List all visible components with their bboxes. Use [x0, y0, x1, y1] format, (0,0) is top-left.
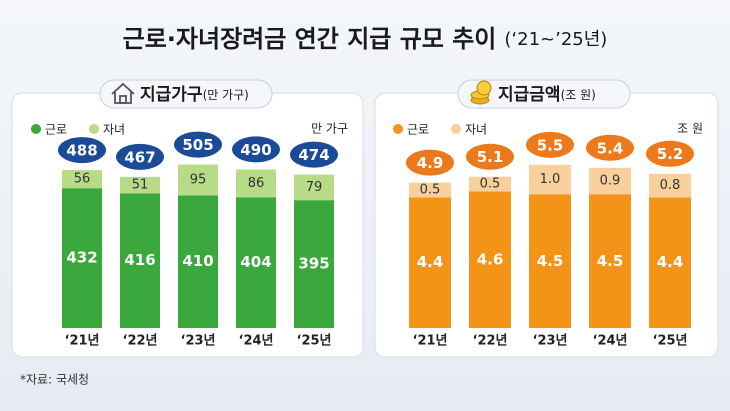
panel-header — [457, 79, 631, 109]
total-label: 5.1 — [477, 148, 504, 166]
bar-segment — [62, 170, 102, 189]
total-bubble — [466, 143, 514, 170]
legend-label: 근로 — [45, 123, 67, 137]
x-tick-label: ‘21년 — [65, 334, 100, 349]
bar-segment — [178, 195, 218, 328]
title-sub: (‘21~’25년) — [504, 29, 607, 50]
x-tick-label: ‘25년 — [653, 334, 688, 349]
legend-label: 자녀 — [465, 123, 487, 137]
value-label: 4.4 — [657, 253, 684, 271]
value-label: 79 — [306, 180, 323, 195]
x-tick-label: ‘25년 — [297, 334, 332, 349]
legend-swatch — [451, 124, 461, 134]
total-label: 474 — [298, 146, 329, 164]
total-bubble — [174, 131, 222, 158]
x-tick-label: ‘23년 — [533, 334, 568, 349]
total-bubble — [58, 137, 106, 164]
bar-segment — [294, 174, 334, 201]
coin-icon — [470, 80, 492, 105]
bar-segment — [178, 164, 218, 196]
value-label: 4.5 — [537, 252, 564, 270]
x-tick-label: ‘24년 — [239, 334, 274, 349]
value-label: 1.0 — [540, 172, 561, 187]
title-main: 근로·자녀장려금 연간 지급 규모 추이 — [123, 25, 497, 53]
bar-segment — [236, 169, 276, 198]
value-label: 404 — [240, 253, 271, 271]
x-tick-label: ‘24년 — [593, 334, 628, 349]
value-label: 410 — [182, 252, 213, 270]
value-label: 4.4 — [417, 253, 444, 271]
chart-title-unit: (만 가구) — [203, 88, 249, 102]
bar-segment — [529, 194, 571, 328]
total-label: 505 — [182, 136, 213, 154]
house-icon — [111, 82, 135, 104]
x-tick-label: ‘21년 — [413, 334, 448, 349]
legend-label: 자녀 — [103, 123, 125, 137]
bar-segment — [649, 197, 691, 328]
bar-segment — [529, 164, 571, 195]
value-label: 95 — [190, 172, 207, 187]
total-bubble — [290, 141, 338, 168]
bar-segment — [469, 191, 511, 328]
chart-title: 지급금액(조 원) — [498, 85, 596, 105]
total-label: 5.5 — [537, 136, 564, 154]
chart-title-main: 지급금액 — [498, 85, 561, 105]
total-label: 488 — [66, 142, 97, 160]
bar-segment — [589, 194, 631, 328]
bar-segment — [409, 182, 451, 198]
chart-title-unit: (조 원) — [561, 88, 596, 102]
total-label: 4.9 — [417, 154, 444, 172]
value-label: 0.5 — [480, 177, 501, 192]
bar-segment — [62, 188, 102, 328]
legend-swatch — [89, 124, 99, 134]
bar-segment — [294, 200, 334, 328]
value-label: 0.5 — [420, 183, 441, 198]
legend-swatch — [393, 124, 403, 134]
value-label: 56 — [74, 172, 91, 187]
total-bubble — [116, 143, 164, 170]
total-bubble — [232, 136, 280, 163]
bar-segment — [120, 193, 160, 328]
panel-header — [99, 79, 273, 109]
bar-segment — [120, 176, 160, 194]
legend-label: 근로 — [407, 123, 429, 137]
value-label: 0.9 — [600, 174, 621, 189]
total-label: 5.4 — [597, 139, 624, 157]
chart-title-main: 지급가구 — [140, 85, 203, 105]
bar-segment — [469, 176, 511, 192]
total-bubble — [646, 140, 694, 167]
source-note: *자료: 국세청 — [20, 373, 89, 387]
value-label: 432 — [66, 249, 97, 267]
bar-segment — [649, 173, 691, 198]
value-label: 86 — [248, 176, 265, 191]
value-label: 0.8 — [660, 178, 681, 193]
total-bubble — [526, 131, 574, 158]
value-label: 416 — [124, 251, 155, 269]
value-label: 4.6 — [477, 250, 504, 268]
value-label: 51 — [132, 178, 149, 193]
chart-title: 지급가구(만 가구) — [140, 85, 249, 105]
unit-label: 만 가구 — [311, 122, 348, 136]
bar-segment — [409, 197, 451, 328]
total-label: 467 — [124, 148, 155, 166]
total-label: 5.2 — [657, 145, 684, 163]
x-tick-label: ‘22년 — [123, 334, 158, 349]
total-bubble — [406, 149, 454, 176]
bar-segment — [236, 197, 276, 328]
x-tick-label: ‘23년 — [181, 334, 216, 349]
bar-segment — [589, 167, 631, 195]
total-label: 490 — [240, 141, 271, 159]
total-bubble — [586, 134, 634, 161]
page-title: 근로·자녀장려금 연간 지급 규모 추이 (‘21~’25년) — [123, 25, 608, 53]
value-label: 4.5 — [597, 252, 624, 270]
unit-label: 조 원 — [677, 122, 703, 136]
legend-swatch — [31, 124, 41, 134]
value-label: 395 — [298, 255, 329, 273]
x-tick-label: ‘22년 — [473, 334, 508, 349]
